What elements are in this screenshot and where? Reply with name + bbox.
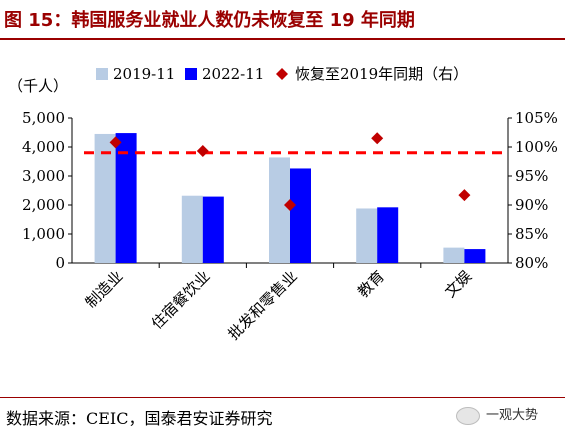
right-axis-tick-label: 80% <box>515 254 548 272</box>
recovery-point <box>371 132 384 145</box>
left-axis-tick-label: 2,000 <box>22 196 65 214</box>
title-bar: 图 15：韩国服务业就业人数仍未恢复至 19 年同期 <box>0 0 565 40</box>
left-axis-tick-label: 4,000 <box>22 138 65 156</box>
right-axis-tick-label: 100% <box>515 138 558 156</box>
source-divider <box>0 397 565 398</box>
figure-title: 图 15：韩国服务业就业人数仍未恢复至 19 年同期 <box>4 10 415 31</box>
right-axis-tick-label: 90% <box>515 196 548 214</box>
bar-2022 <box>290 168 311 263</box>
wechat-icon <box>456 406 480 425</box>
recovery-point <box>458 189 471 202</box>
right-axis-tick-label: 105% <box>515 109 558 127</box>
left-axis-tick-label: 5,000 <box>22 109 65 127</box>
recovery-point <box>284 199 296 211</box>
bar-2022 <box>377 207 399 263</box>
bar-2019 <box>94 133 116 263</box>
legend-marker-recovery <box>276 68 288 80</box>
recovery-point <box>196 145 209 158</box>
watermark-text: 一观大势 <box>486 408 539 423</box>
x-axis-category-label: 文娱 <box>441 267 475 301</box>
right-axis-tick-label: 95% <box>515 167 548 185</box>
legend-label-2022: 2022-11 <box>202 65 264 83</box>
legend-label-2019: 2019-11 <box>113 65 175 83</box>
chart: 0 1,000 2,000 3,000 4,000 5,000 80% 85% 90% 95% 10… <box>8 65 558 343</box>
source-note: 数据来源：CEIC，国泰君安证券研究 <box>6 409 273 428</box>
legend-swatch-2019 <box>96 68 108 80</box>
bar-2019 <box>181 195 203 263</box>
bar-2019 <box>443 247 465 263</box>
bar-2019 <box>356 208 378 263</box>
x-axis-category-label: 住宿餐饮业 <box>148 267 214 333</box>
right-axis-tick-label: 85% <box>515 225 548 243</box>
watermark: 一观大势 <box>456 404 538 425</box>
bar-2019 <box>269 157 290 263</box>
bar-2022 <box>115 133 137 263</box>
left-axis-tick-label: 3,000 <box>22 167 65 185</box>
legend-label-recovery: 恢复至2019年同期（右） <box>295 65 468 83</box>
bar-2022 <box>202 196 224 263</box>
left-axis-tick-label: 0 <box>55 254 65 272</box>
left-axis-tick-label: 1,000 <box>22 225 65 243</box>
x-axis-category-label: 教育 <box>354 267 388 301</box>
legend-swatch-2022 <box>185 68 197 80</box>
recovery-point <box>109 136 122 149</box>
x-axis-category-label: 批发和零售业 <box>224 267 300 343</box>
left-axis-unit: （千人） <box>8 77 68 95</box>
bar-2022 <box>464 249 486 263</box>
x-axis-category-label: 制造业 <box>82 267 127 312</box>
